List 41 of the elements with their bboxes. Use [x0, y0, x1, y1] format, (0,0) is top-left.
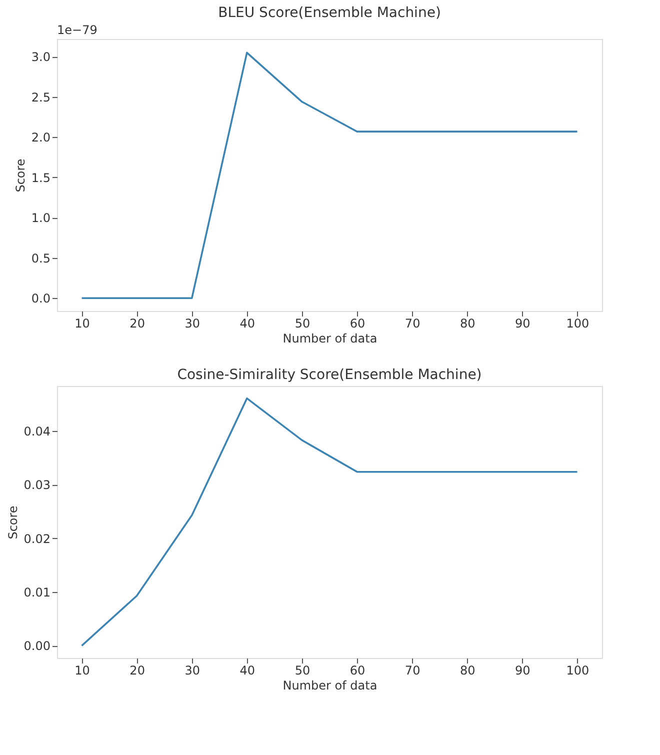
x-tick-label: 30 [184, 316, 200, 330]
y-tick-label: 2.5 [31, 90, 50, 104]
text: 1e−79 [57, 23, 98, 37]
x-tick-label: 80 [460, 664, 476, 678]
x-tick-label: 40 [240, 664, 256, 678]
x-tick-label: 70 [404, 316, 420, 330]
y-tick-label: 3.0 [31, 50, 50, 64]
x-tick-label: 60 [350, 664, 366, 678]
x-tick-label: 60 [350, 316, 366, 330]
chart-title: Cosine-Simirality Score(Ensemble Machine) [177, 367, 482, 383]
y-tick-label: 0.02 [24, 532, 50, 546]
y-tick-label: 0.5 [31, 251, 50, 266]
x-tick-label: 50 [294, 664, 310, 678]
chart-title: BLEU Score(Ensemble Machine) [218, 5, 441, 21]
y-tick-label: 0.01 [24, 586, 50, 600]
x-tick-label: 90 [515, 664, 530, 678]
x-tick-label: 80 [460, 316, 476, 330]
x-tick-label: 30 [184, 664, 200, 678]
y-tick-label: 1.5 [31, 170, 50, 185]
y-tick-label: 0.03 [24, 478, 50, 492]
y-tick-label: 0.04 [24, 424, 50, 439]
x-tick-label: 10 [74, 316, 90, 330]
y-tick-label: 0.00 [24, 639, 50, 654]
x-axis-title: Number of data [282, 332, 378, 346]
y-tick-label: 2.0 [31, 130, 50, 145]
x-tick-label: 40 [240, 316, 256, 330]
y-tick-label: 1.0 [31, 211, 50, 226]
line-series [80, 397, 578, 647]
x-tick-label: 20 [130, 316, 145, 330]
x-tick-label: 100 [566, 664, 590, 678]
x-axis-title: Number of data [282, 678, 378, 692]
x-tick-label: 10 [74, 664, 90, 678]
x-tick-label: 90 [515, 316, 530, 330]
x-tick-label: 20 [130, 664, 145, 678]
x-tick-label: 100 [566, 316, 590, 330]
y-axis-title: Score [6, 506, 20, 540]
y-axis-title: Score [13, 158, 28, 192]
line-series [80, 52, 578, 300]
y-tick-label: 0.0 [31, 292, 50, 306]
x-tick-label: 70 [404, 664, 420, 678]
x-tick-label: 50 [294, 316, 310, 330]
